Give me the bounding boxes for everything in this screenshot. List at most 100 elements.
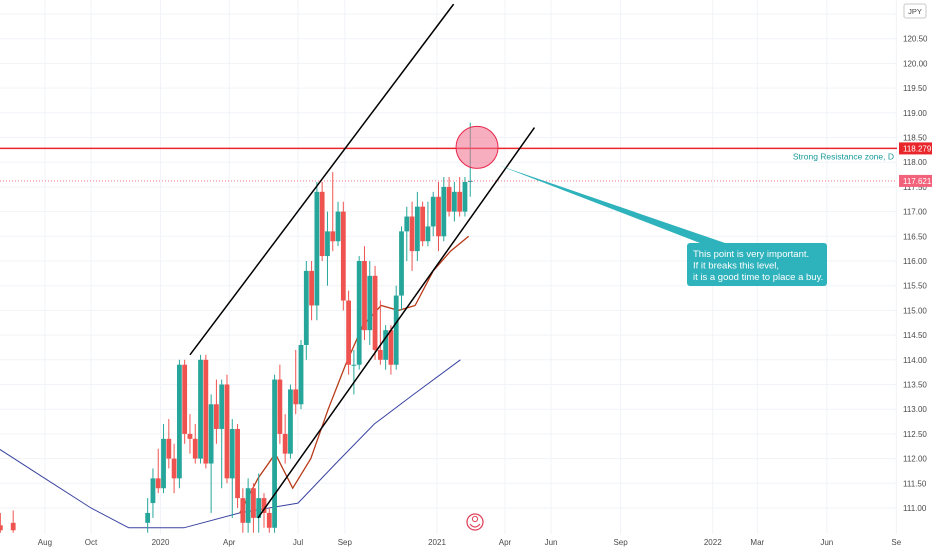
x-tick-label: 2022 <box>704 538 722 547</box>
candle <box>457 177 463 217</box>
moving-averages <box>0 235 470 529</box>
candle <box>214 379 219 444</box>
candle-body <box>277 379 283 434</box>
candle-body <box>441 186 447 237</box>
channel-lower-line[interactable] <box>257 127 536 519</box>
candle-body <box>10 522 16 531</box>
candle <box>414 191 420 261</box>
candle-body <box>430 196 436 227</box>
candle-body <box>0 525 3 531</box>
candle-body <box>245 488 251 523</box>
candle <box>245 478 251 533</box>
candle <box>372 265 378 360</box>
candle <box>150 468 156 518</box>
x-tick-label: Jun <box>820 538 833 547</box>
callout-line: If it breaks this level, <box>693 261 779 272</box>
candle <box>430 191 436 237</box>
x-tick-label: Sep <box>613 538 628 547</box>
candle-body <box>414 206 420 252</box>
candle-body <box>314 191 320 306</box>
candle <box>198 354 203 464</box>
candle-body <box>240 498 246 523</box>
callout-text: This point is very important. If it break… <box>693 249 823 283</box>
candle <box>446 177 452 217</box>
candle <box>319 181 325 261</box>
y-tick-label: 120.50 <box>903 35 928 44</box>
annotation[interactable]: This point is very important. If it break… <box>455 125 827 286</box>
candle <box>367 261 373 345</box>
candle-body <box>330 231 336 242</box>
currency-badge[interactable]: JPY <box>903 3 927 19</box>
candle-body <box>467 180 473 182</box>
candle-body <box>208 404 214 464</box>
candle <box>462 177 468 217</box>
candle-body <box>219 384 225 429</box>
candle <box>346 290 352 375</box>
candle-body <box>362 261 367 331</box>
candle-body <box>351 364 357 366</box>
candle-body <box>303 270 309 345</box>
channel-upper-line[interactable] <box>189 3 455 356</box>
y-tick-label: 120.00 <box>903 59 928 68</box>
x-tick-label: 2021 <box>428 538 446 547</box>
y-tick-label: 113.00 <box>903 405 927 414</box>
candle <box>309 261 314 321</box>
candle-body <box>293 389 299 405</box>
callout-box[interactable] <box>687 243 827 286</box>
candle-body <box>446 186 452 212</box>
candle <box>203 354 209 469</box>
price-axis[interactable]: 121.0120.50120.00119.50119.00118.50118.0… <box>897 0 932 550</box>
x-tick-label: Oct <box>85 538 98 547</box>
time-axis[interactable]: Aug Oct 2020 Apr Jul Sep 2021 Apr Jun Sep 2022 Mar J… <box>0 534 932 550</box>
y-tick-label: 115.00 <box>903 306 927 315</box>
candle-body <box>155 478 161 489</box>
candle-body <box>182 364 188 434</box>
candle-body <box>298 344 304 405</box>
candle <box>10 510 16 533</box>
candle <box>377 300 383 365</box>
candle-body <box>282 433 288 454</box>
candle-body <box>261 498 267 513</box>
y-tick-label: 119.00 <box>903 109 927 118</box>
y-tick-label: 112.00 <box>903 455 927 464</box>
candle-body <box>457 191 463 212</box>
candle-body <box>214 404 219 429</box>
x-tick-label: Apr <box>223 538 236 547</box>
candle-body <box>409 216 415 252</box>
candle <box>272 374 277 533</box>
x-tick-label: Jun <box>545 538 558 547</box>
candle-body <box>166 438 172 459</box>
price-channel[interactable] <box>189 3 536 519</box>
candle <box>314 181 320 321</box>
candle <box>288 384 293 459</box>
candle <box>219 379 225 489</box>
candle-body <box>346 300 352 365</box>
y-tick-label: 112.50 <box>903 430 927 439</box>
y-tick-label: 118.00 <box>903 158 927 167</box>
candle <box>451 181 457 222</box>
candle-body <box>377 349 383 360</box>
candle <box>155 448 161 494</box>
candle <box>383 325 389 370</box>
candle <box>187 414 193 454</box>
candle <box>251 483 256 533</box>
currency-label: JPY <box>908 7 922 16</box>
candle-body <box>340 211 346 301</box>
candle-body <box>145 512 151 523</box>
candle <box>293 349 299 415</box>
candle <box>393 285 399 370</box>
candle-body <box>203 359 209 464</box>
x-tick-label: Jul <box>293 538 303 547</box>
candle-body <box>272 379 277 528</box>
candle <box>240 488 246 533</box>
candle-body <box>393 295 399 365</box>
candle-body <box>425 226 431 242</box>
candle <box>351 349 357 395</box>
price-tag-label: 117.621 <box>903 177 932 186</box>
highlight-circle[interactable] <box>455 125 499 169</box>
y-tick-label: 116.00 <box>903 257 927 266</box>
candle <box>325 211 330 286</box>
y-tick-label: 118.50 <box>903 134 927 143</box>
x-tick-label: Mar <box>750 538 764 547</box>
